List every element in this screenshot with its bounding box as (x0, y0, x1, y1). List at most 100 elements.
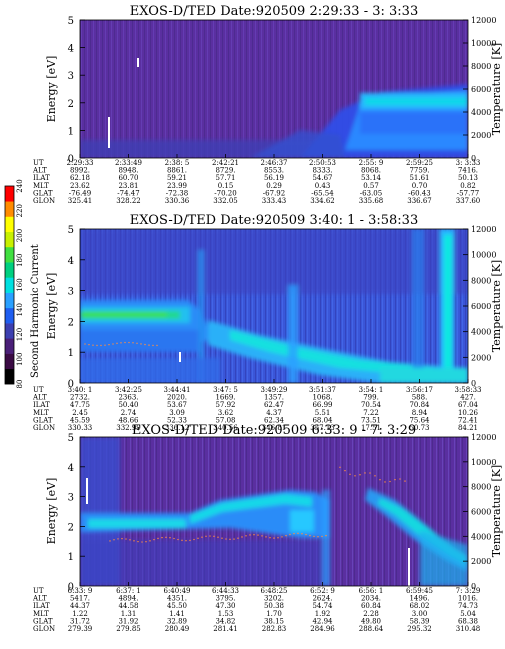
table-cell: 0.29 (266, 182, 282, 190)
table-cell: 31.72 (70, 617, 90, 625)
temperature-dot (285, 534, 287, 537)
temperature-dot (113, 539, 115, 541)
temperature-dot (108, 343, 110, 346)
table-cell: 2.45 (72, 409, 88, 417)
colorbar-cell (5, 353, 14, 370)
y-tick-label: 1 (68, 552, 74, 563)
temperature-dot (257, 534, 259, 536)
table-cell: -76.49 (69, 189, 91, 197)
y-right-tick-label: 0 (471, 582, 476, 591)
table-cell: 330.33 (68, 424, 93, 432)
colorbar-cell (5, 368, 14, 385)
table-cell: 62.34 (264, 416, 285, 424)
table-cell: 3.62 (218, 409, 234, 417)
panel-1: EXOS-D/TED Date:920509 2:29:33 - 3: 3:33… (32, 4, 503, 205)
colorbar-tick-label: 240 (16, 179, 24, 192)
table-cell: 75.64 (409, 416, 430, 424)
table-cell: 47.30 (215, 602, 235, 610)
table-row-label: UT (33, 386, 44, 394)
table-cell: -70.20 (214, 189, 236, 197)
table-cell: 50.40 (118, 401, 138, 409)
y-tick-label: 5 (68, 225, 74, 236)
y-tick-label: 3 (68, 493, 74, 504)
table-row-label: UT (33, 587, 44, 595)
temperature-dot (169, 537, 171, 539)
temperature-dot (145, 541, 147, 543)
table-cell: 282.83 (262, 625, 287, 633)
table-cell: 7759. (409, 167, 429, 175)
table-cell: 328.22 (116, 197, 141, 205)
temperature-dot (404, 480, 406, 482)
temperature-dot (121, 537, 123, 540)
table-cell: 52.33 (167, 416, 187, 424)
temperature-dot (185, 540, 187, 542)
y-right-tick-label: 8000 (471, 483, 491, 492)
table-cell: 5417. (70, 595, 90, 603)
y-right-tick-label: 2000 (471, 131, 491, 140)
table-cell: 3:42:25 (115, 386, 142, 394)
table-cell: 332.05 (213, 197, 238, 205)
temperature-dot (140, 343, 142, 345)
temperature-dot (205, 535, 207, 537)
table-cell: 45.59 (70, 416, 90, 424)
table-cell: 7.22 (363, 409, 379, 417)
y-tick-label: 5 (68, 433, 74, 444)
table-cell: -57.77 (457, 189, 479, 197)
panel-3-axes: 0 1 2 3 4 5 0 2000 4000 6000 8000 10000 12000 (68, 433, 497, 593)
colorbar-cell (5, 231, 14, 248)
temperature-dot (197, 537, 199, 540)
table-cell: 284.96 (310, 625, 335, 633)
table-cell: 5.04 (460, 610, 476, 618)
table-cell: 3795. (215, 595, 235, 603)
table-cell: 68.04 (312, 416, 333, 424)
table-cell: 0.82 (460, 182, 476, 190)
table-cell: 42.94 (312, 617, 333, 625)
table-cell: -63.05 (360, 189, 382, 197)
table-cell: 335.68 (359, 197, 384, 205)
temperature-dot (394, 478, 396, 481)
temperature-dot (217, 536, 219, 538)
y-tick-label: 2 (68, 99, 74, 110)
table-cell: 68.02 (409, 602, 429, 610)
temperature-dot (133, 540, 135, 542)
table-cell: 6:40:49 (164, 587, 191, 595)
temperature-dot (225, 538, 227, 540)
table-cell: 44.58 (118, 602, 138, 610)
temperature-dot (364, 472, 366, 474)
temperature-dots (84, 341, 158, 347)
table-row-label: GLAT (33, 617, 53, 625)
y-tick-label: 4 (68, 463, 74, 474)
table-cell: 10.26 (458, 409, 479, 417)
table-cell: 6:52: 9 (310, 587, 335, 595)
table-cell: 2.28 (363, 610, 379, 618)
temperature-dot (165, 536, 167, 539)
temperature-dot (88, 343, 90, 346)
temperature-dot (112, 343, 114, 345)
temperature-dot (325, 534, 327, 537)
table-cell: -74.47 (117, 189, 139, 197)
temperature-dot (229, 538, 231, 541)
temperature-dot (249, 534, 251, 536)
table-cell: 23.99 (167, 182, 187, 190)
table-cell: 68.38 (458, 617, 478, 625)
temperature-dot (293, 532, 295, 535)
table-cell: 6:48:25 (261, 587, 288, 595)
table-cell: 279.39 (68, 625, 93, 633)
table-cell: 2034. (361, 595, 381, 603)
table-cell: 3:58:33 (455, 386, 482, 394)
colorbar-cell (5, 246, 14, 263)
table-cell: 3: 3:33 (456, 159, 481, 167)
table-cell: -65.54 (311, 189, 334, 197)
table-cell: 336.67 (407, 197, 432, 205)
table-cell: -60.43 (408, 189, 430, 197)
y-tick-label: 1 (68, 348, 74, 359)
y-right-tick-label: 12000 (471, 16, 496, 25)
table-cell: 73.51 (361, 416, 381, 424)
table-cell: 1.53 (218, 610, 234, 618)
table-cell: 59.21 (167, 174, 187, 182)
table-cell: 50.73 (409, 424, 429, 432)
table-cell: 2:33:49 (115, 159, 142, 167)
